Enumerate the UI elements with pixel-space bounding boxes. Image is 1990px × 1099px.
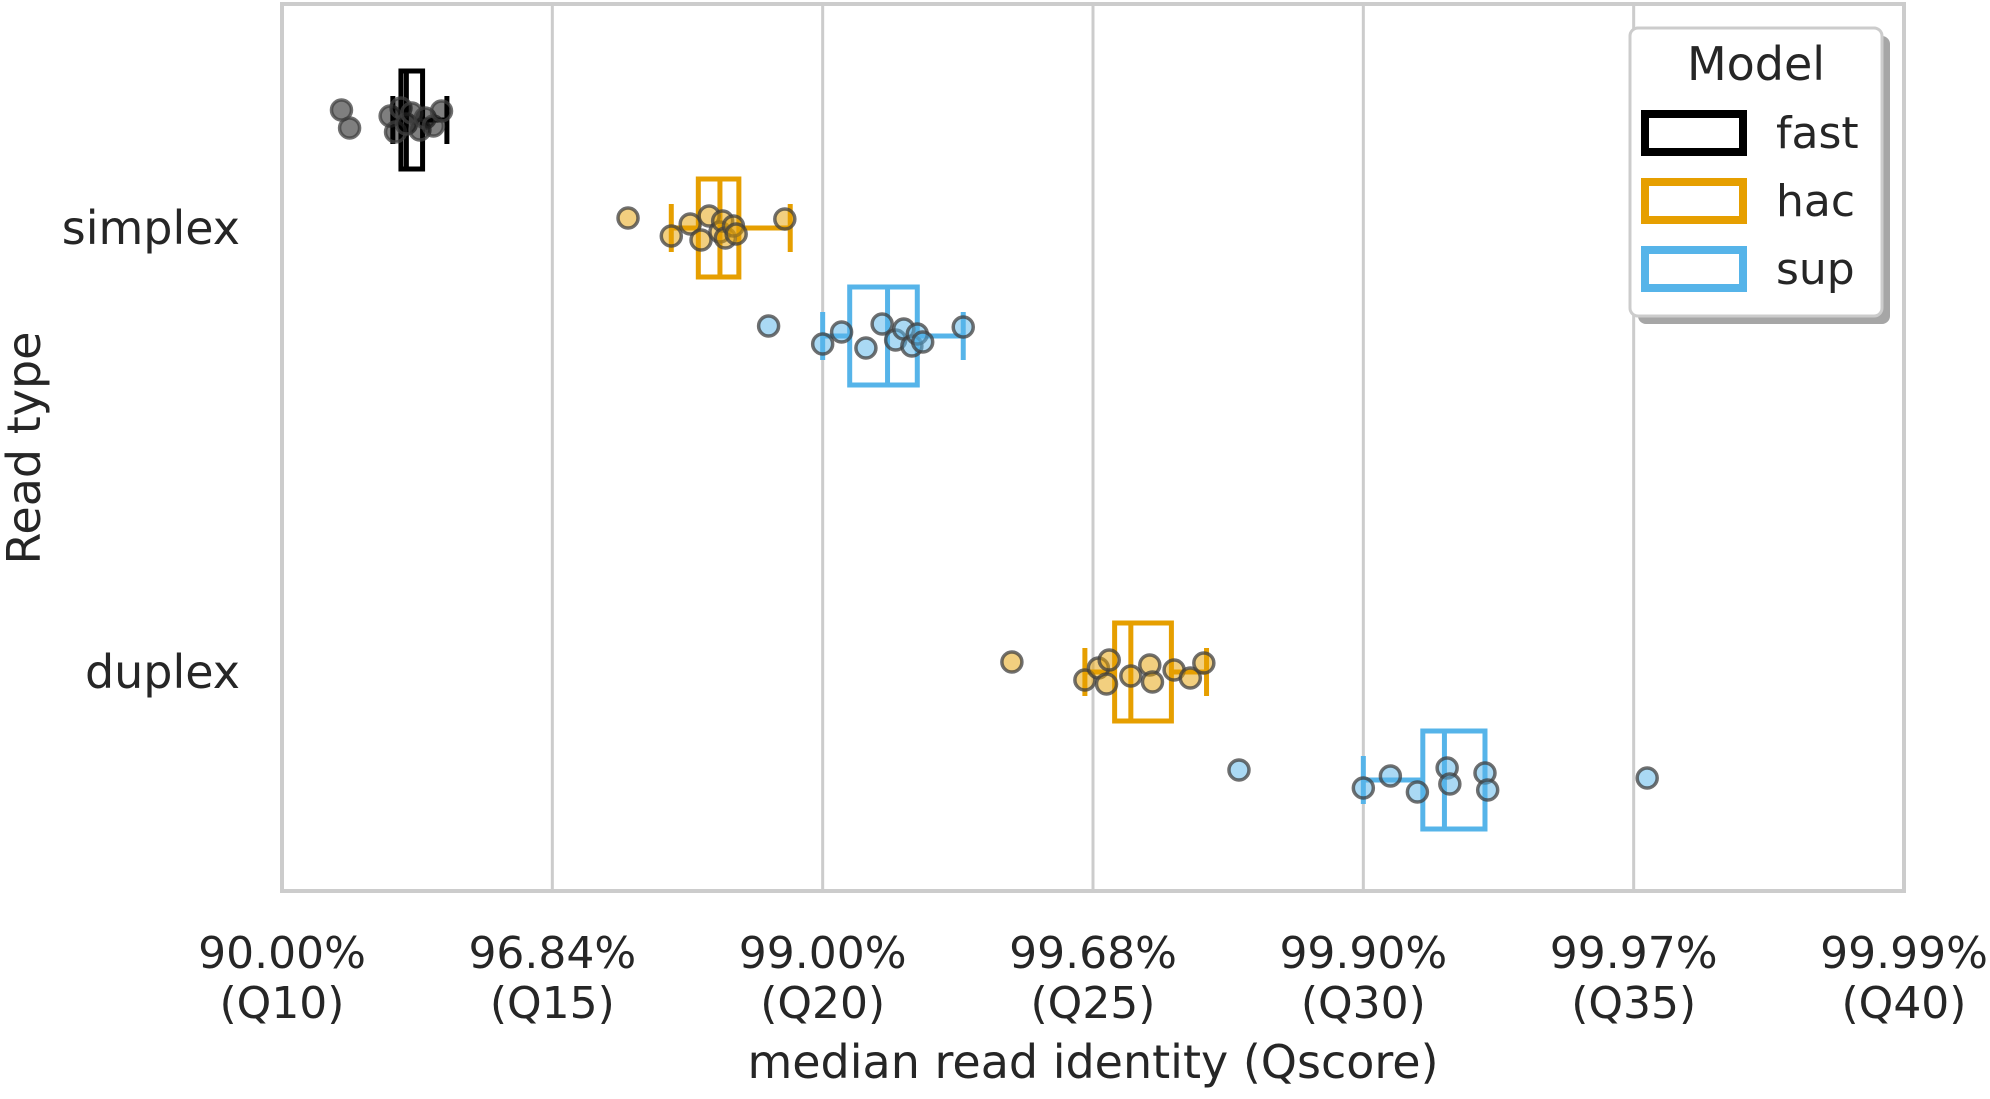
y-tick-label: simplex xyxy=(62,201,240,255)
box-layer xyxy=(390,68,1488,832)
grid-layer xyxy=(550,4,1636,891)
x-tick-label-q: (Q25) xyxy=(1031,978,1156,1029)
data-point xyxy=(429,99,454,123)
data-point xyxy=(1378,764,1403,788)
data-point xyxy=(1405,780,1430,804)
data-point xyxy=(1094,672,1119,696)
data-point xyxy=(756,314,781,338)
data-point xyxy=(829,320,854,344)
data-point xyxy=(1475,778,1500,802)
x-tick-label-q: (Q40) xyxy=(1842,978,1967,1029)
data-point xyxy=(1635,766,1659,790)
legend-title: Model xyxy=(1687,37,1825,91)
x-tick-label: 99.90% xyxy=(1279,928,1447,979)
point-layer xyxy=(329,96,1659,804)
data-point xyxy=(616,206,640,230)
x-tick-label-q: (Q15) xyxy=(490,978,615,1029)
plot-frame xyxy=(280,2,1906,893)
legend-label-fast: fast xyxy=(1776,108,1859,159)
data-point xyxy=(678,212,702,236)
y-tick-labels: simplex duplex xyxy=(62,201,240,699)
legend-swatch-fast xyxy=(1641,110,1747,156)
data-point xyxy=(1227,758,1251,782)
x-tick-label: 99.99% xyxy=(1820,928,1988,979)
data-point xyxy=(1438,772,1462,796)
y-axis-title: Read type xyxy=(0,332,51,565)
data-point xyxy=(1192,651,1216,675)
x-tick-label: 96.84% xyxy=(468,928,636,979)
x-tick-label: 90.00% xyxy=(198,928,366,979)
x-tick-label-q: (Q30) xyxy=(1301,978,1426,1029)
x-tick-label: 99.00% xyxy=(739,928,907,979)
y-tick-label: duplex xyxy=(85,645,240,699)
data-point xyxy=(1178,666,1203,690)
data-point xyxy=(951,315,975,339)
data-point xyxy=(810,332,835,356)
legend-swatch-sup xyxy=(1641,246,1747,292)
data-point xyxy=(1119,664,1143,688)
data-point xyxy=(1000,650,1024,674)
legend-swatch-hac xyxy=(1641,178,1747,224)
x-axis-title: median read identity (Qscore) xyxy=(747,1035,1438,1089)
data-point xyxy=(773,207,797,231)
legend-items: fast hac sup xyxy=(1641,108,1859,295)
data-point xyxy=(854,336,878,360)
data-point xyxy=(870,312,894,336)
data-point xyxy=(724,222,748,246)
x-tick-label: 99.68% xyxy=(1009,928,1177,979)
data-point xyxy=(337,116,362,140)
data-point xyxy=(1351,776,1376,800)
legend-label-hac: hac xyxy=(1776,176,1855,227)
data-point xyxy=(1097,648,1121,672)
x-tick-label-q: (Q20) xyxy=(760,978,885,1029)
x-tick-labels: 90.00%(Q10)96.84%(Q15)99.00%(Q20)99.68%(… xyxy=(198,928,1988,1029)
data-point xyxy=(659,224,684,248)
legend-frame xyxy=(1628,26,1884,318)
x-tick-label-q: (Q10) xyxy=(220,978,345,1029)
data-point xyxy=(689,228,713,252)
legend: Model fast hac sup xyxy=(1628,26,1890,324)
data-point xyxy=(1140,670,1165,694)
x-tick-label: 99.97% xyxy=(1550,928,1718,979)
x-tick-label-q: (Q35) xyxy=(1571,978,1696,1029)
legend-label-sup: sup xyxy=(1776,244,1855,295)
data-point xyxy=(910,330,935,354)
